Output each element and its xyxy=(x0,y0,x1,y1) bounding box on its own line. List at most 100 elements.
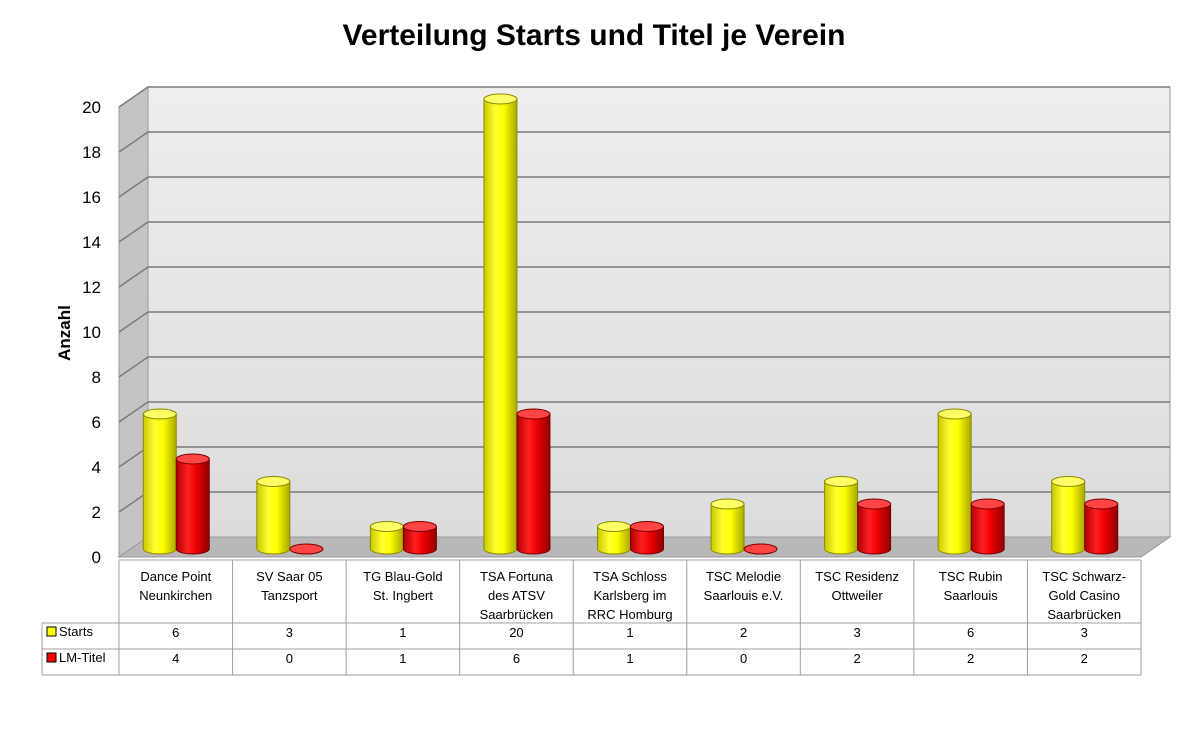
table-cell: 3 xyxy=(853,625,860,640)
bar-lm-titel-6 xyxy=(857,498,892,555)
bar-starts-7 xyxy=(937,408,972,555)
y-axis-label: Anzahl xyxy=(55,305,74,361)
bar-top xyxy=(597,521,631,532)
bar-lm-titel-8 xyxy=(1084,498,1119,555)
bar-lm-titel-5 xyxy=(743,543,778,555)
bar-top xyxy=(516,408,551,420)
y-tick-label: 4 xyxy=(92,458,101,477)
y-tick-label: 10 xyxy=(82,323,101,342)
bar-top xyxy=(289,543,324,555)
gridline-side xyxy=(118,401,149,423)
table-cell: 2 xyxy=(1081,651,1088,666)
bar-body xyxy=(1084,503,1119,555)
bar-lm-titel-3 xyxy=(516,408,551,555)
legend-label: LM-Titel xyxy=(59,650,106,665)
legend-key-lm-titel xyxy=(46,652,57,663)
category-label: TSC Rubin Saarlouis xyxy=(939,569,1003,603)
bar-top xyxy=(937,408,972,420)
table-cell: 4 xyxy=(172,651,179,666)
y-tick-label: 2 xyxy=(92,503,101,522)
y-tick-label: 16 xyxy=(82,188,101,207)
table-cell: 20 xyxy=(509,625,523,640)
category-label: SV Saar 05 Tanzsport xyxy=(256,569,323,603)
table-cell: 1 xyxy=(626,625,633,640)
gridline-side xyxy=(118,221,149,243)
table-cell: 3 xyxy=(1081,625,1088,640)
category-label: TSA Fortuna des ATSV Saarbrücken xyxy=(480,569,554,622)
gridline-side xyxy=(118,176,149,198)
bar-starts-3 xyxy=(483,93,518,555)
bar-body xyxy=(1051,481,1086,555)
table-cell: 6 xyxy=(513,651,520,666)
y-tick-label: 12 xyxy=(82,278,101,297)
bar-top xyxy=(402,521,437,532)
bar-body xyxy=(630,526,664,555)
bar-starts-4 xyxy=(597,521,631,555)
y-tick-label: 0 xyxy=(92,548,101,567)
gridlines xyxy=(118,86,1170,513)
bars xyxy=(142,93,1119,555)
table-cell: 0 xyxy=(740,651,747,666)
category-label: TG Blau-Gold St. Ingbert xyxy=(363,569,442,603)
bar-top xyxy=(483,93,518,105)
category-label: Dance Point Neunkirchen xyxy=(139,569,212,603)
bar-body xyxy=(175,458,210,555)
bar-top xyxy=(1051,476,1086,487)
y-tick-label: 6 xyxy=(92,413,101,432)
table-cell: 1 xyxy=(399,651,406,666)
bar-top xyxy=(710,498,745,510)
bar-lm-titel-0 xyxy=(175,453,210,555)
table-cell: 6 xyxy=(967,625,974,640)
bar-body xyxy=(483,98,518,555)
bar-body xyxy=(402,526,437,555)
bar-top xyxy=(743,543,778,555)
bar-starts-5 xyxy=(710,498,745,555)
bar-top xyxy=(256,476,291,487)
table-cell: 6 xyxy=(172,625,179,640)
data-table: Dance Point Neunkirchen SV Saar 05 Tanzspor… xyxy=(41,559,1142,676)
bar-lm-titel-4 xyxy=(630,521,664,555)
y-tick-label: 18 xyxy=(82,143,101,162)
table-cell: 0 xyxy=(286,651,293,666)
bar-body xyxy=(970,503,1005,555)
gridline-side xyxy=(118,356,149,378)
y-axis-ticks: 0 2 4 6 8 10 12 14 16 18 20 xyxy=(82,98,101,567)
bar-lm-titel-1 xyxy=(289,543,324,555)
bar-starts-8 xyxy=(1051,476,1086,555)
table-cell: 3 xyxy=(286,625,293,640)
table-cell: 2 xyxy=(967,651,974,666)
table-cell: 2 xyxy=(853,651,860,666)
bar-lm-titel-7 xyxy=(970,498,1005,555)
legend-label: Starts xyxy=(59,624,93,639)
bar-top xyxy=(1084,498,1119,510)
bar-top xyxy=(175,453,210,465)
y-tick-label: 20 xyxy=(82,98,101,117)
bar-body xyxy=(142,413,177,555)
bar-top xyxy=(857,498,892,510)
bar-top xyxy=(970,498,1005,510)
category-label: TSA Schloss Karlsberg im RRC Homburg xyxy=(587,569,672,622)
category-label: TSC Melodie Saarlouis e.V. xyxy=(704,569,784,603)
bar-body xyxy=(937,413,972,555)
bar-top xyxy=(142,408,177,420)
gridline-side xyxy=(118,266,149,288)
gridline-side xyxy=(118,311,149,333)
y-tick-label: 8 xyxy=(92,368,101,387)
bar-body xyxy=(256,481,291,555)
bar-lm-titel-2 xyxy=(402,521,437,555)
category-label: TSC Residenz Ottweiler xyxy=(815,569,899,603)
bar-starts-1 xyxy=(256,476,291,555)
gridline-side xyxy=(118,86,149,108)
y-tick-label: 14 xyxy=(82,233,101,252)
chart-title: Verteilung Starts und Titel je Verein xyxy=(343,19,846,52)
bar-body xyxy=(857,503,892,555)
bar-body xyxy=(824,481,859,555)
bar-body xyxy=(516,413,551,555)
legend-key-starts xyxy=(46,626,57,637)
table-cell: 1 xyxy=(626,651,633,666)
bar-top xyxy=(369,521,404,532)
bar-starts-0 xyxy=(142,408,177,555)
table-cell: 1 xyxy=(399,625,406,640)
gridline-side xyxy=(118,131,149,153)
